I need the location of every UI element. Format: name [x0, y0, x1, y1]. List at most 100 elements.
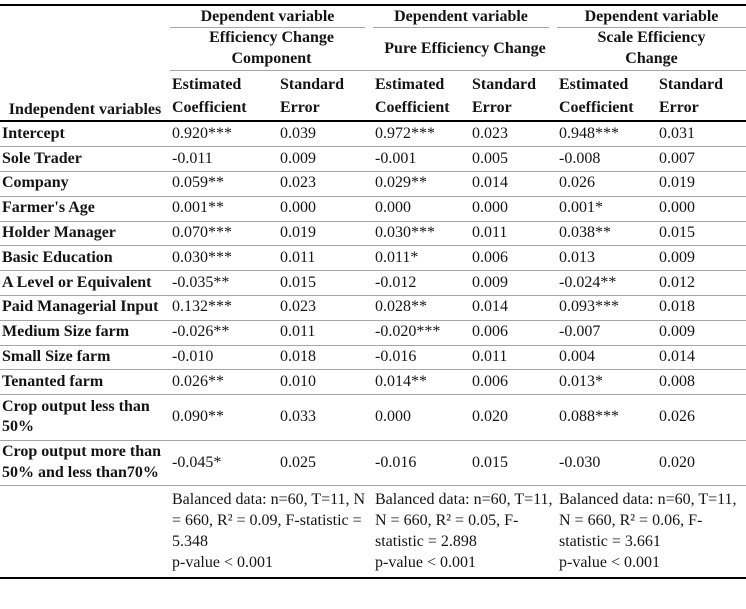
cell-value: 0.001** [172, 199, 224, 217]
table-row: Sole Trader -0.011 0.009 -0.001 0.005 -0.008 0… [0, 147, 746, 172]
cell-value: 0.011 [280, 248, 316, 266]
row-label: A Level or Equivalent [2, 273, 152, 291]
cell-value: -0.030 [559, 453, 601, 471]
cell-value: 0.001* [559, 199, 603, 217]
dependent-variable-header-3: Dependent variable [557, 5, 746, 28]
dependent-variable-label: Dependent variable [557, 6, 746, 28]
cell-value: 0.023 [472, 124, 508, 142]
cell-value: 0.015 [659, 224, 695, 242]
cell-value: 0.011 [280, 323, 316, 341]
cell-value: 0.033 [280, 408, 316, 426]
cell-value: 0.009 [659, 248, 695, 266]
estimated-coefficient-header: Estimated Coefficient [373, 70, 470, 123]
cell-value: 0.059** [172, 174, 224, 192]
estimated-coefficient-header: Estimated Coefficient [557, 70, 657, 123]
cell-value: 0.014 [472, 174, 508, 192]
page: Independent variables Dependent variable… [0, 4, 746, 580]
cell-value: 0.019 [280, 224, 316, 242]
fit-statistics-text: Balanced data: n=60, T=11, N = 660, R² =… [375, 491, 553, 551]
regression-table: Independent variables Dependent variable… [0, 4, 746, 580]
stats-row: Balanced data: n=60, T=11, N = 660, R² =… [0, 486, 746, 579]
cell-value: 0.020 [659, 453, 695, 471]
cell-value: 0.000 [659, 199, 695, 217]
header-row-dependent: Independent variables Dependent variable… [0, 5, 746, 123]
cell-value: 0.000 [280, 199, 316, 217]
row-label: Tenanted farm [2, 372, 104, 390]
dependent-variable-header-1: Dependent variable [170, 5, 373, 28]
cell-value: 0.014 [659, 348, 695, 366]
standard-error-header: Standard Error [278, 70, 373, 123]
cell-value: 0.020 [472, 408, 508, 426]
cell-value: 0.090** [172, 408, 224, 426]
row-label: Crop output less than 50% [2, 397, 150, 436]
cell-value: 0.000 [375, 408, 411, 426]
row-label: Holder Manager [2, 224, 116, 242]
cell-value: 0.011* [375, 248, 419, 266]
cell-value: 0.093*** [559, 298, 619, 316]
cell-value: -0.001 [375, 149, 417, 167]
cell-value: 0.011 [472, 348, 508, 366]
cell-value: 0.009 [280, 149, 316, 167]
cell-value: 0.008 [659, 372, 695, 390]
table-row: Farmer's Age 0.001** 0.000 0.000 0.000 0.001*… [0, 196, 746, 222]
cell-value: -0.016 [375, 453, 417, 471]
cell-value: 0.070*** [172, 224, 232, 242]
cell-value: -0.010 [172, 348, 214, 366]
cell-value: 0.011 [472, 224, 508, 242]
table-body: Intercept 0.920*** 0.039 0.972*** 0.023 0.948… [0, 121, 746, 486]
table-row: Holder Manager 0.070*** 0.019 0.030*** 0.011… [0, 221, 746, 246]
cell-value: 0.005 [472, 149, 508, 167]
row-label: Small Size farm [2, 348, 111, 366]
standard-error-header: Standard Error [470, 70, 557, 123]
cell-value: 0.015 [472, 453, 508, 471]
header-row-group-titles: Efficiency Change Component Pure Efficie… [0, 28, 746, 71]
table-row: Intercept 0.920*** 0.039 0.972*** 0.023 0.948… [0, 121, 746, 147]
row-label: Company [2, 174, 69, 192]
fit-statistics-3: Balanced data: n=60, T=11, N = 660, R² =… [557, 486, 746, 579]
independent-variables-header: Independent variables [0, 5, 170, 123]
table-row: Tenanted farm 0.026** 0.010 0.014** 0.006 0.0… [0, 370, 746, 395]
cell-value: 0.007 [659, 149, 695, 167]
cell-value: 0.006 [472, 248, 508, 266]
dependent-variable-label: Dependent variable [170, 6, 365, 28]
cell-value: -0.011 [172, 149, 213, 167]
cell-value: 0.038** [559, 224, 611, 242]
cell-value: 0.000 [375, 199, 411, 217]
group-title-scale-efficiency-change: Scale Efficiency Change [557, 28, 746, 71]
cell-value: 0.031 [659, 124, 695, 142]
cell-value: 0.009 [472, 273, 508, 291]
p-value-text: p-value < 0.001 [375, 554, 476, 572]
cell-value: 0.019 [659, 174, 695, 192]
footer-empty-cell [0, 486, 170, 579]
row-label: Medium Size farm [2, 323, 130, 341]
fit-statistics-2: Balanced data: n=60, T=11, N = 660, R² =… [373, 486, 557, 579]
cell-value: -0.026** [172, 323, 230, 341]
row-label: Farmer's Age [2, 199, 95, 217]
cell-value: 0.030*** [375, 224, 435, 242]
cell-value: 0.972*** [375, 124, 435, 142]
cell-value: 0.009 [659, 323, 695, 341]
table-footer: Balanced data: n=60, T=11, N = 660, R² =… [0, 486, 746, 579]
estimated-coefficient-header: Estimated Coefficient [170, 70, 278, 123]
cell-value: -0.012 [375, 273, 417, 291]
table-row: Paid Managerial Input 0.132*** 0.023 0.028*… [0, 295, 746, 321]
cell-value: 0.004 [559, 348, 595, 366]
cell-value: -0.020*** [375, 323, 441, 341]
cell-value: 0.039 [280, 124, 316, 142]
header-row-columns: Estimated Coefficient Standard Error Est… [0, 70, 746, 123]
cell-value: -0.008 [559, 149, 601, 167]
row-label: Intercept [2, 124, 65, 142]
cell-value: 0.023 [280, 174, 316, 192]
cell-value: 0.132*** [172, 298, 232, 316]
cell-value: 0.014 [472, 298, 508, 316]
row-label: Basic Education [2, 248, 113, 266]
cell-value: 0.018 [280, 348, 316, 366]
table-row: Crop output more than 50% and less than7… [0, 440, 746, 486]
cell-value: -0.035** [172, 273, 230, 291]
p-value-text: p-value < 0.001 [559, 554, 660, 572]
cell-value: -0.007 [559, 323, 601, 341]
cell-value: 0.023 [280, 298, 316, 316]
cell-value: 0.028** [375, 298, 427, 316]
cell-value: 0.010 [280, 372, 316, 390]
table-row: Small Size farm -0.010 0.018 -0.016 0.011 0.0… [0, 345, 746, 370]
